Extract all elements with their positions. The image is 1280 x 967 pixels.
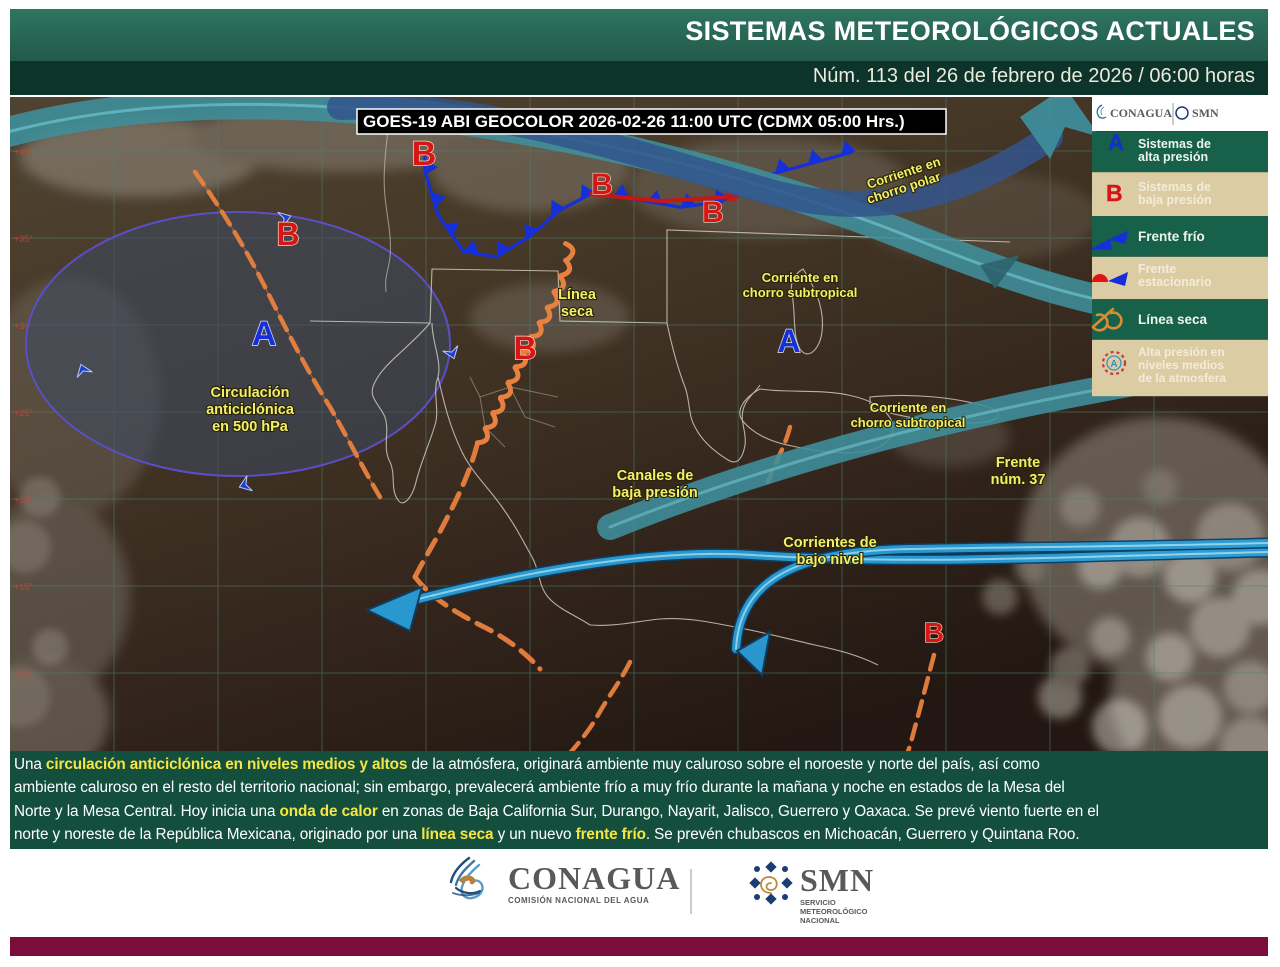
svg-text:Alta presión en: Alta presión en <box>1138 345 1225 359</box>
svg-text:+25°: +25° <box>14 408 33 418</box>
svg-text:Línea: Línea <box>558 287 597 303</box>
svg-text:Canales de: Canales de <box>617 468 694 484</box>
svg-text:en 500 hPa: en 500 hPa <box>212 419 289 435</box>
svg-text:SMN: SMN <box>1192 106 1219 120</box>
svg-text:B: B <box>702 196 724 229</box>
svg-text:A: A <box>1110 359 1117 370</box>
svg-text:B: B <box>924 617 944 648</box>
svg-text:A: A <box>1108 130 1124 155</box>
svg-text:+40°: +40° <box>14 147 33 157</box>
svg-text:Corriente en: Corriente en <box>870 400 947 415</box>
svg-text:bajo nivel: bajo nivel <box>797 552 864 568</box>
svg-text:NACIONAL: NACIONAL <box>800 916 840 925</box>
svg-text:SERVICIO: SERVICIO <box>800 898 836 907</box>
svg-text:+20°: +20° <box>14 495 33 505</box>
svg-text:Línea seca: Línea seca <box>1138 312 1208 327</box>
svg-text:baja presión: baja presión <box>1138 193 1212 207</box>
svg-text:de la atmosfera: de la atmosfera <box>1138 371 1226 385</box>
svg-text:A: A <box>777 323 800 359</box>
svg-text:SMN: SMN <box>800 862 874 898</box>
svg-text:Corriente en: Corriente en <box>762 270 839 285</box>
svg-text:Frente: Frente <box>996 455 1040 471</box>
svg-text:chorro subtropical: chorro subtropical <box>743 285 858 300</box>
svg-text:A: A <box>252 315 277 353</box>
svg-text:Frente: Frente <box>1138 262 1176 276</box>
svg-text:CONAGUA: CONAGUA <box>508 860 680 896</box>
svg-text:B: B <box>591 168 613 201</box>
svg-text:Frente frío: Frente frío <box>1138 229 1205 244</box>
svg-text:+10°: +10° <box>14 669 33 679</box>
svg-text:niveles medios: niveles medios <box>1138 358 1224 372</box>
svg-text:CONAGUA: CONAGUA <box>1110 106 1172 120</box>
svg-text:estacionario: estacionario <box>1138 275 1212 289</box>
svg-text:B: B <box>513 330 536 366</box>
svg-text:Corrientes de: Corrientes de <box>783 535 876 551</box>
svg-text:+15°: +15° <box>14 582 33 592</box>
svg-text:seca: seca <box>561 304 594 320</box>
svg-text:baja presión: baja presión <box>612 485 697 501</box>
svg-text:Sistemas de: Sistemas de <box>1138 180 1211 194</box>
svg-text:núm. 37: núm. 37 <box>991 472 1046 488</box>
svg-text:chorro subtropical: chorro subtropical <box>851 415 966 430</box>
svg-text:B: B <box>412 135 437 173</box>
svg-text:Circulación: Circulación <box>211 385 290 401</box>
svg-text:+35°: +35° <box>14 234 33 244</box>
svg-text:anticiclónica: anticiclónica <box>206 402 295 418</box>
svg-text:B: B <box>276 216 299 252</box>
svg-text:B: B <box>1106 180 1123 206</box>
svg-text:COMISIÓN NACIONAL DEL AGUA: COMISIÓN NACIONAL DEL AGUA <box>508 896 649 905</box>
svg-text:Sistemas de: Sistemas de <box>1138 137 1211 151</box>
svg-text:GOES-19 ABI GEOCOLOR 2026-02-2: GOES-19 ABI GEOCOLOR 2026-02-26 11:00 UT… <box>363 112 905 131</box>
svg-text:METEOROLÓGICO: METEOROLÓGICO <box>800 907 868 916</box>
svg-text:alta presión: alta presión <box>1138 150 1208 164</box>
